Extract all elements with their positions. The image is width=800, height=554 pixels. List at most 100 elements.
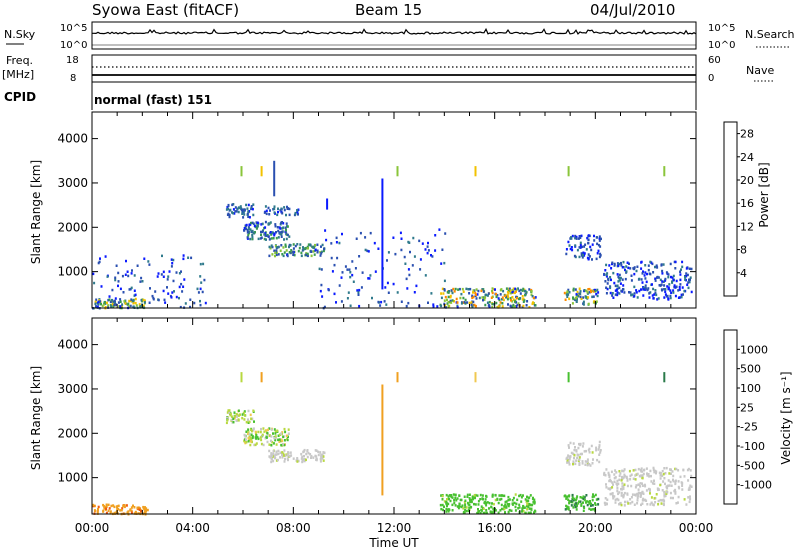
data-point [597,497,600,501]
data-point [264,234,267,237]
data-point [527,505,530,508]
data-point [492,502,495,506]
data-point [320,455,323,458]
data-point [316,243,319,246]
data-point [683,498,686,501]
noise-left-tick-bottom: 10^0 [60,40,87,51]
data-point [269,231,272,234]
data-point [670,472,672,475]
data-point [619,276,622,280]
data-point [441,494,444,498]
data-point [620,264,623,267]
data-point [639,468,642,472]
data-point [591,258,593,261]
data-point [173,290,175,293]
data-point [661,489,664,492]
data-point [631,500,634,504]
data-point [138,303,141,306]
data-point [597,249,600,253]
data-point [575,235,578,239]
data-point [371,296,373,300]
data-point [178,285,181,289]
data-point [672,291,675,294]
data-point [296,210,299,214]
data-point [260,223,263,226]
data-point [593,300,596,303]
data-point [102,509,105,513]
data-point [505,295,507,299]
data-point [442,292,445,295]
data-point [282,222,285,225]
data-point [521,298,524,301]
data-point [317,450,320,454]
data-point [248,216,251,219]
data-point [461,504,464,507]
data-point [260,427,262,431]
data-point [574,288,577,291]
data-point [250,221,252,225]
data-point [312,456,315,459]
data-point [270,237,273,240]
data-point [267,428,269,432]
data-point [571,493,574,497]
data-point [320,268,323,271]
data-point [494,498,497,502]
data-point [319,457,322,461]
data-point [101,304,104,308]
data-point [456,306,459,309]
data-point [532,296,535,300]
data-point [233,411,236,414]
data-point [665,485,668,488]
data-point [667,286,670,289]
data-point [632,267,635,270]
data-point [466,501,469,505]
data-point [474,496,476,500]
data-point [172,279,175,283]
data-point [570,236,573,239]
data-point [594,502,596,505]
data-point [615,471,618,474]
data-point [664,290,667,294]
data-point [275,246,278,249]
data-point [490,296,493,299]
data-point [620,487,622,491]
data-point [251,235,254,239]
data-point [563,291,566,295]
data-point [166,286,168,289]
data-point [134,297,137,301]
data-point [513,291,516,295]
data-point [611,481,614,484]
data-point [273,456,276,459]
data-point [114,301,116,305]
data-point [189,305,192,309]
data-point [312,250,315,253]
data-point [582,303,585,306]
data-point [117,271,120,275]
data-point [613,281,616,285]
data-point [656,298,659,301]
data-point [480,505,483,508]
data-point [618,478,621,482]
data-point [646,503,649,506]
data-point [567,288,570,292]
data-point [569,441,572,445]
data-point [521,295,524,298]
data-point [667,287,670,291]
data-point [280,233,283,236]
data-point [320,453,323,457]
data-point [462,511,465,515]
data-point [635,291,638,294]
data-point [270,452,273,455]
data-point [289,244,292,247]
data-point [599,254,602,257]
data-point [654,291,657,295]
data-point [427,301,429,304]
data-point [617,264,620,267]
data-point [385,303,388,306]
colorbar-tick-label: 25 [740,401,754,414]
data-point [178,296,180,300]
data-point [615,482,618,485]
data-point [314,248,317,251]
data-point [495,292,498,296]
data-point [134,301,137,305]
